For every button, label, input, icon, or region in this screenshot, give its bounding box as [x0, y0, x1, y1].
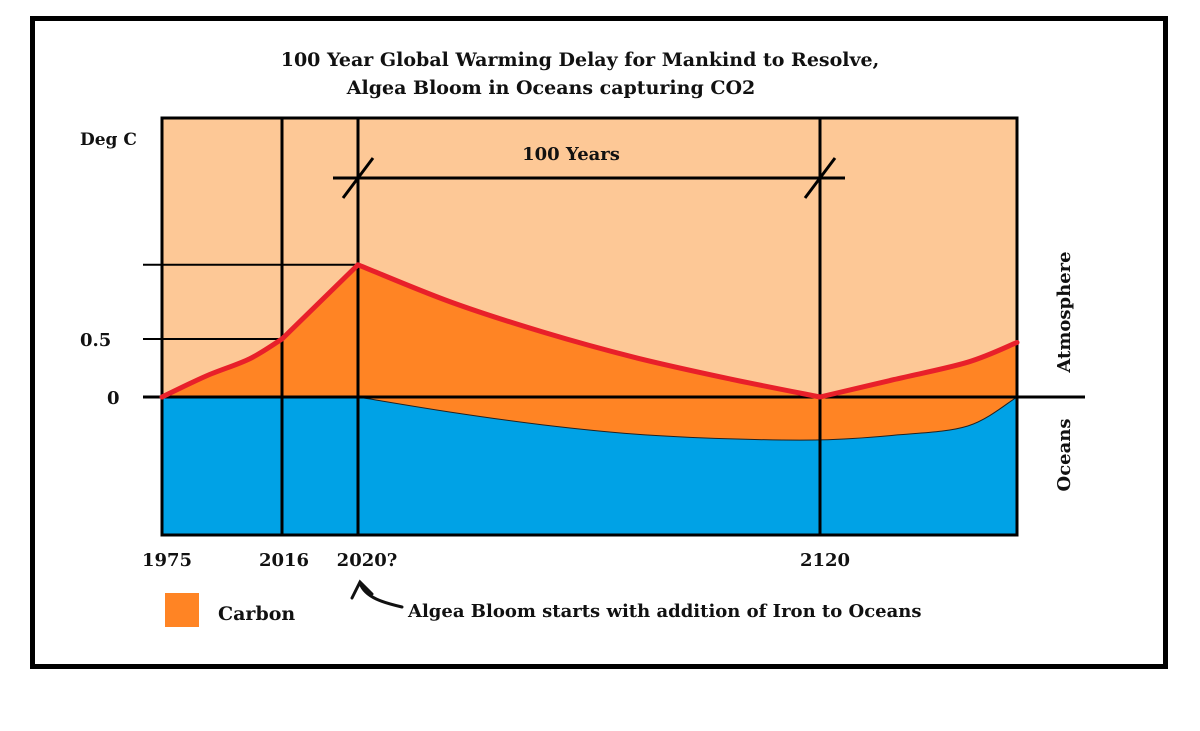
x-tick-label: 2020? [337, 550, 398, 571]
span-tick-end [803, 157, 837, 199]
atmosphere-label: Atmosphere [1054, 251, 1075, 373]
legend-swatch-carbon [165, 593, 199, 627]
x-tick-label: 1975 [142, 550, 192, 571]
chart-title: 100 Year Global Warming Delay for Mankin… [281, 49, 880, 71]
carbon-area-oceans [358, 397, 1017, 441]
y-tick-label: 0.5 [80, 330, 111, 351]
chart-subtitle: Algea Bloom in Oceans capturing CO2 [346, 77, 755, 99]
temperature-line [159, 262, 1020, 400]
annotation-arrow-icon [350, 579, 404, 609]
carbon-area-atmosphere [162, 264, 1017, 397]
x-tick-label: 2120 [800, 550, 850, 571]
legend-label-carbon: Carbon [218, 603, 295, 625]
y-tick-label: 0 [107, 388, 120, 409]
annotation-text: Algea Bloom starts with addition of Iron… [407, 601, 921, 622]
span-tick-start [341, 157, 375, 199]
figure-frame [30, 16, 1168, 669]
y-axis-label: Deg C [80, 130, 137, 150]
plot-border [160, 116, 1019, 537]
oceans-label: Oceans [1054, 419, 1075, 492]
span-label: 100 Years [522, 144, 620, 165]
ocean-boundary-line [357, 396, 1018, 441]
x-tick-label: 2016 [259, 550, 309, 571]
